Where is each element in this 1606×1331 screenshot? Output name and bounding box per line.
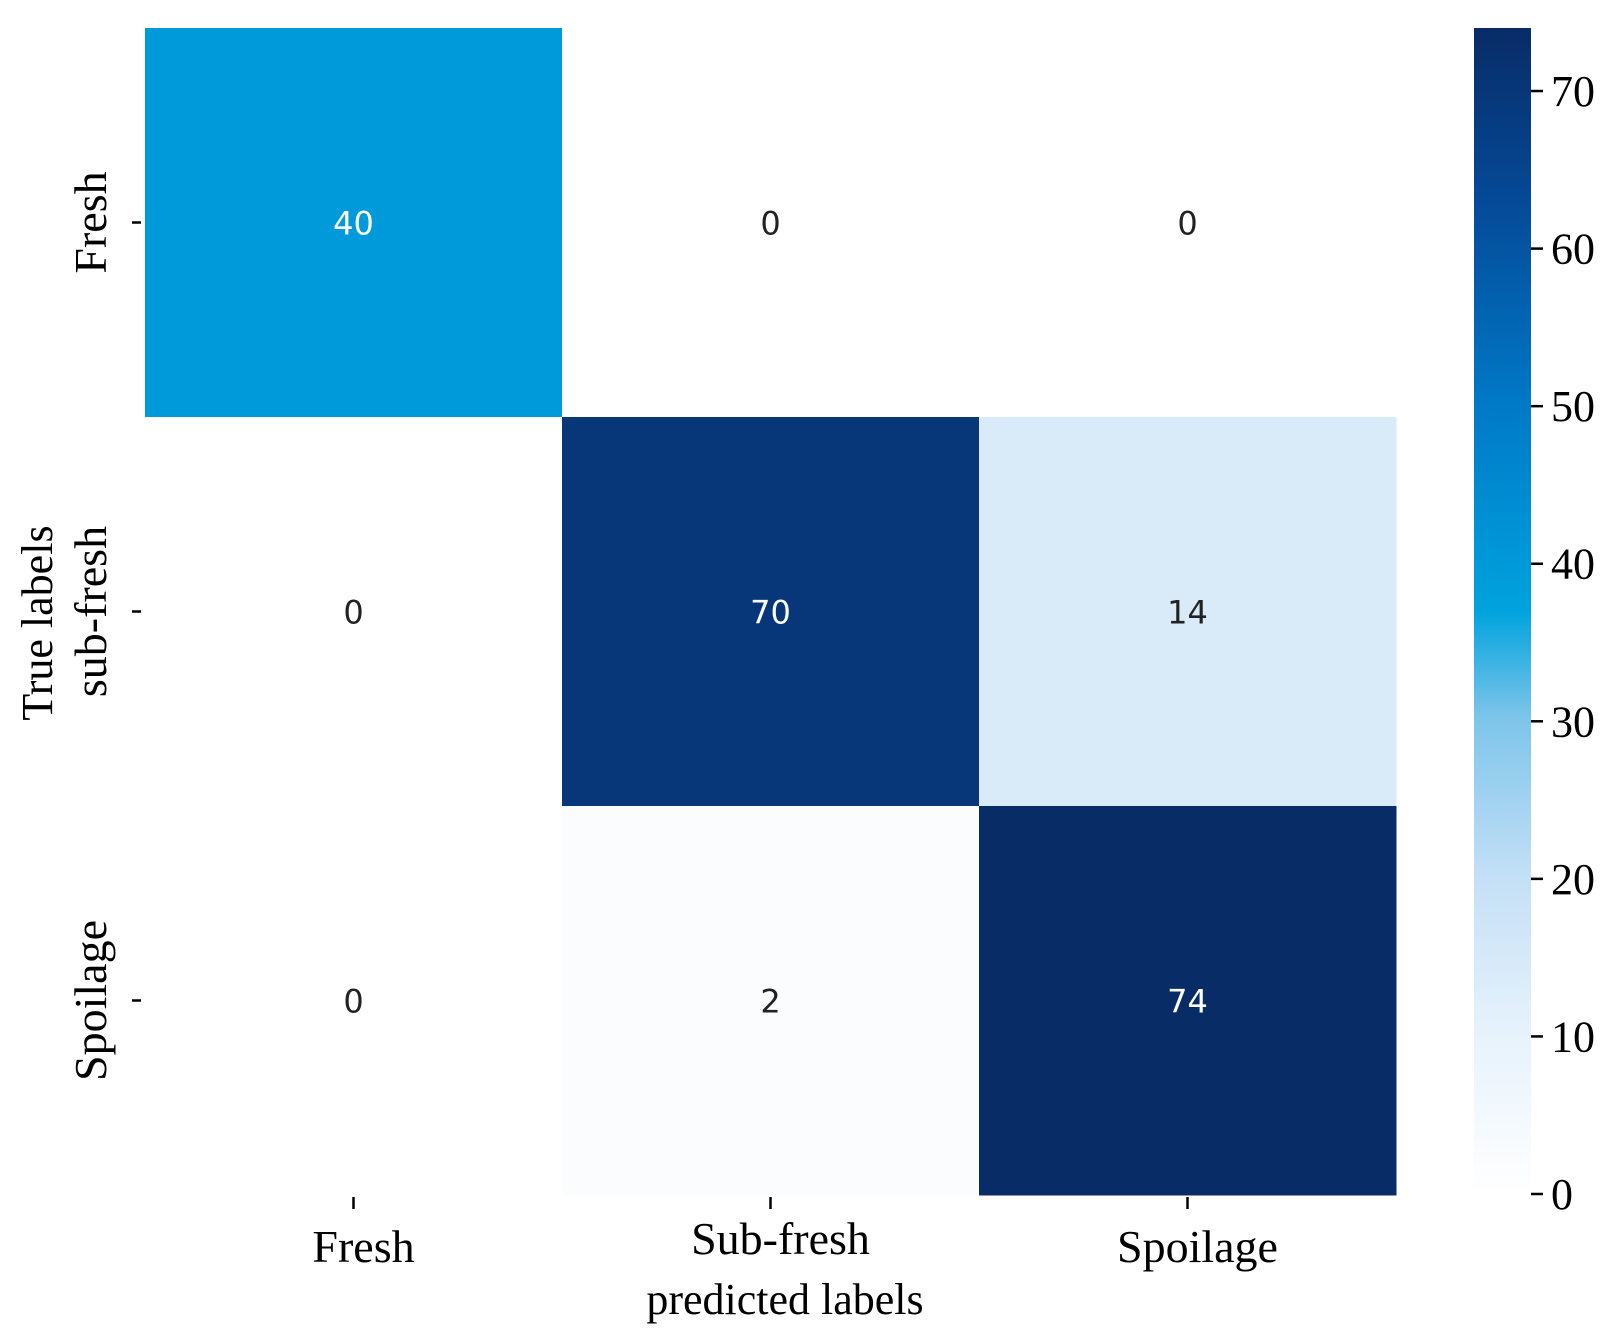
heatmap-cell	[562, 417, 980, 807]
colorbar-tick-label: 0	[1551, 1170, 1573, 1219]
y-tick-label: sub-fresh	[65, 526, 116, 697]
colorbar-tick-label: 20	[1551, 855, 1595, 904]
y-axis: Fresh sub-fresh Spoilage	[65, 171, 141, 1081]
cell-value-label: 0	[1177, 205, 1197, 243]
x-tick-label: Sub-fresh	[691, 1213, 870, 1264]
cell-value-label: 0	[343, 594, 363, 632]
heatmap-cell	[562, 806, 980, 1196]
colorbar-tick-label: 70	[1551, 67, 1595, 116]
x-tick-label: Spoilage	[1117, 1221, 1278, 1272]
heatmap-cells	[145, 28, 1397, 1196]
heatmap-cell	[562, 28, 980, 418]
colorbar-tick-label: 40	[1551, 540, 1595, 589]
cell-value-label: 2	[760, 983, 780, 1021]
heatmap-cell	[145, 28, 563, 418]
colorbar: 0 10 20 30 40 50 60 70	[1474, 28, 1595, 1219]
x-axis-label: predicted labels	[646, 1275, 923, 1324]
colorbar-tick-label: 50	[1551, 382, 1595, 431]
colorbar-tick-label: 30	[1551, 697, 1595, 746]
y-tick-label: Spoilage	[65, 920, 116, 1081]
colorbar-tick-label: 60	[1551, 225, 1595, 274]
x-axis: Fresh Sub-fresh Spoilage	[312, 1197, 1278, 1272]
x-tick-label: Fresh	[312, 1221, 414, 1272]
heatmap-cell-labels: 40 0 00 70 140 2 74	[333, 205, 1208, 1021]
colorbar-tick-label: 10	[1551, 1012, 1595, 1061]
cell-value-label: 74	[1167, 983, 1208, 1021]
heatmap-cell	[979, 806, 1397, 1196]
heatmap-cell	[145, 417, 563, 807]
heatmap-cell	[145, 806, 563, 1196]
cell-value-label: 0	[760, 205, 780, 243]
cell-value-label: 14	[1167, 594, 1208, 632]
cell-value-label: 0	[343, 983, 363, 1021]
heatmap-cell	[979, 28, 1397, 418]
cell-value-label: 70	[750, 594, 791, 632]
colorbar-gradient	[1474, 28, 1531, 1194]
cell-value-label: 40	[333, 205, 374, 243]
heatmap-cell	[979, 417, 1397, 807]
y-axis-label: True labels	[13, 525, 62, 720]
y-tick-label: Fresh	[65, 171, 116, 273]
